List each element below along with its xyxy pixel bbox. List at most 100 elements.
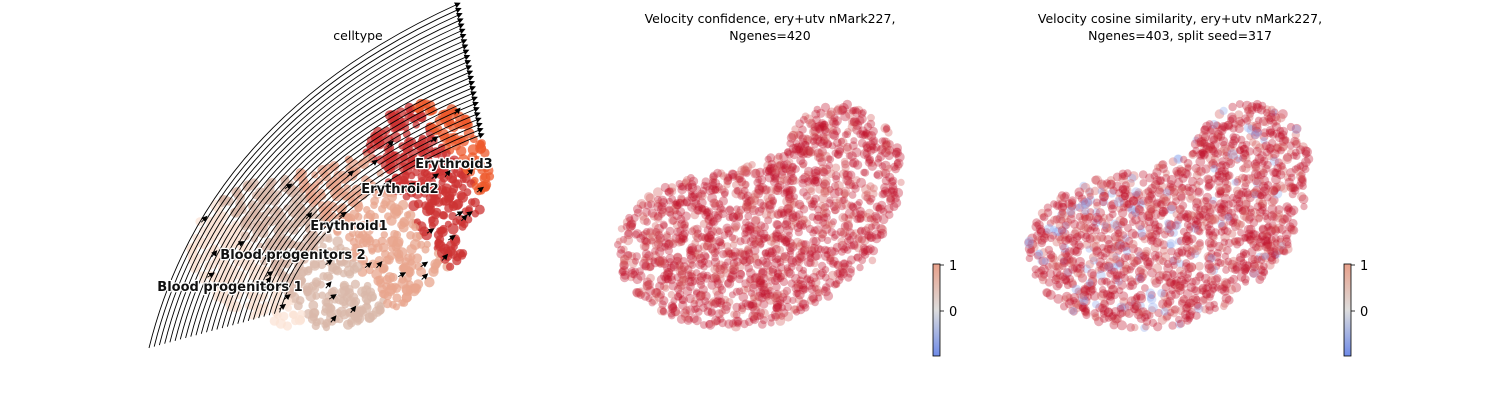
cell-point — [884, 151, 894, 161]
cell-point — [1194, 187, 1203, 196]
cell-point — [708, 178, 718, 187]
cell-point — [811, 250, 822, 261]
cell-point — [667, 309, 676, 318]
cell-point — [798, 148, 808, 159]
cell-point — [797, 252, 807, 262]
cell-point — [1271, 122, 1281, 132]
cell-point — [1229, 256, 1239, 266]
velocity-arrow — [364, 262, 373, 269]
velocity-arrow — [283, 293, 291, 301]
cell-point — [664, 187, 674, 197]
cell-point — [875, 204, 883, 213]
cell-point — [724, 226, 735, 236]
panel1-streamlines — [148, 2, 485, 349]
cell-point — [1300, 203, 1308, 211]
cell-point — [1122, 247, 1131, 256]
streamline — [164, 18, 464, 344]
celltype-point — [386, 282, 395, 291]
cell-point — [1157, 288, 1166, 298]
cell-point — [703, 300, 713, 310]
cell-point — [887, 177, 897, 187]
cell-point — [770, 174, 780, 183]
cell-point — [797, 247, 806, 256]
cell-point — [1135, 220, 1145, 231]
cell-point — [727, 169, 738, 179]
streamline — [279, 132, 485, 313]
cell-point — [732, 287, 741, 296]
cell-point — [780, 251, 791, 262]
cell-point — [704, 237, 714, 248]
celltype-point — [243, 241, 254, 252]
cell-point — [888, 187, 898, 197]
celltype-point — [480, 181, 491, 192]
cell-point — [689, 192, 699, 202]
cell-point — [1291, 124, 1301, 134]
cell-point — [632, 288, 642, 297]
panel2-colorbar: 1 0 — [932, 259, 957, 357]
celltype-point — [449, 184, 459, 194]
celltype-point — [425, 192, 437, 203]
cell-point — [1222, 266, 1230, 274]
cell-point — [892, 143, 902, 153]
cell-point — [847, 122, 857, 132]
cell-point — [651, 247, 659, 255]
celltype-point — [338, 252, 350, 264]
cell-point — [1276, 113, 1286, 123]
cell-point — [725, 174, 732, 182]
cell-point — [686, 248, 694, 257]
cell-point — [743, 198, 752, 207]
cell-point — [751, 189, 761, 199]
cell-point — [724, 319, 734, 329]
cell-point — [1117, 208, 1128, 218]
cell-point — [808, 127, 818, 137]
cell-point — [1169, 269, 1177, 278]
cell-point — [1114, 229, 1123, 238]
cell-point — [871, 233, 882, 244]
cell-point — [749, 315, 758, 323]
velocity-arrow — [421, 273, 429, 280]
cell-point — [715, 208, 723, 216]
velocity-arrow — [465, 211, 473, 218]
cell-point — [642, 277, 652, 287]
cell-point — [702, 242, 711, 251]
cell-point — [769, 198, 777, 206]
cell-point — [738, 302, 746, 310]
cell-point — [775, 245, 785, 255]
cell-point — [1045, 289, 1056, 300]
cell-point — [691, 195, 701, 204]
cell-point — [1221, 169, 1230, 178]
cell-point — [1138, 170, 1148, 179]
cell-point — [1099, 243, 1107, 251]
cell-point — [807, 187, 816, 196]
streamline — [174, 28, 466, 342]
streamline — [190, 44, 469, 337]
cell-point — [885, 172, 895, 182]
celltype-point — [370, 196, 379, 206]
cell-point — [1257, 192, 1265, 200]
velocity-arrow — [431, 173, 440, 180]
cell-point — [754, 185, 765, 196]
cell-point — [1134, 204, 1144, 214]
cell-point — [680, 273, 688, 282]
velocity-arrow — [207, 272, 215, 279]
cell-point — [1184, 301, 1192, 309]
cell-point — [1204, 263, 1215, 274]
cell-point — [1153, 198, 1162, 207]
cell-point — [780, 252, 788, 260]
cell-point — [805, 224, 815, 234]
cell-point — [859, 235, 870, 246]
cell-point — [883, 188, 892, 197]
cell-point — [677, 194, 686, 203]
panel1-title: celltype — [333, 28, 383, 43]
velocity-arrow — [370, 159, 378, 166]
cell-point — [1216, 259, 1225, 267]
cell-point — [687, 202, 697, 212]
cell-point — [1204, 224, 1212, 231]
cell-point — [1269, 224, 1279, 233]
cell-point — [1066, 274, 1074, 283]
cell-point — [795, 242, 804, 251]
cell-point — [705, 213, 714, 222]
cell-point — [783, 302, 792, 312]
cell-point — [863, 223, 874, 234]
cell-point — [676, 215, 686, 224]
